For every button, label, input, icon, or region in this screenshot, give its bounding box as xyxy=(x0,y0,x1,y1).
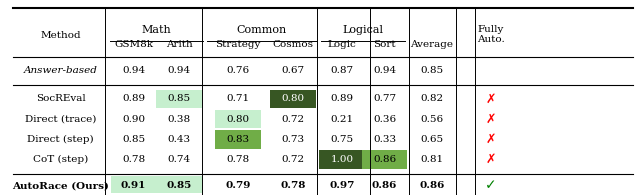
Text: 0.78: 0.78 xyxy=(122,155,145,164)
Text: 0.90: 0.90 xyxy=(122,115,145,124)
Text: ✗: ✗ xyxy=(486,92,496,105)
Text: Logic: Logic xyxy=(328,41,356,50)
Text: 0.72: 0.72 xyxy=(281,115,305,124)
Text: 0.78: 0.78 xyxy=(226,155,250,164)
Text: Average: Average xyxy=(410,41,453,50)
Bar xyxy=(270,90,316,108)
Bar xyxy=(156,90,202,108)
Text: 0.79: 0.79 xyxy=(225,181,250,190)
Text: 0.87: 0.87 xyxy=(330,66,354,75)
Bar xyxy=(111,176,156,195)
Text: 0.85: 0.85 xyxy=(166,181,191,190)
Text: GSM8k: GSM8k xyxy=(114,41,153,50)
Text: 0.86: 0.86 xyxy=(419,181,445,190)
Text: 0.21: 0.21 xyxy=(330,115,354,124)
Text: 1.00: 1.00 xyxy=(330,155,354,164)
Text: CoT (step): CoT (step) xyxy=(33,155,88,164)
Text: Direct (trace): Direct (trace) xyxy=(25,115,97,124)
Text: Method: Method xyxy=(40,31,81,40)
Text: 0.80: 0.80 xyxy=(281,94,305,103)
Text: Cosmos: Cosmos xyxy=(272,41,314,50)
Text: ✗: ✗ xyxy=(486,133,496,146)
Text: 0.89: 0.89 xyxy=(330,94,354,103)
Text: 0.85: 0.85 xyxy=(420,66,444,75)
Text: ✗: ✗ xyxy=(486,153,496,166)
Bar xyxy=(319,151,365,169)
Text: 0.85: 0.85 xyxy=(168,94,191,103)
Text: 0.67: 0.67 xyxy=(281,66,305,75)
Text: Common: Common xyxy=(237,25,287,35)
Text: ✗: ✗ xyxy=(486,113,496,126)
Text: 0.65: 0.65 xyxy=(420,135,444,144)
Text: 0.81: 0.81 xyxy=(420,155,444,164)
Text: Fully
Auto.: Fully Auto. xyxy=(477,25,504,44)
Text: 0.56: 0.56 xyxy=(420,115,444,124)
Text: 0.76: 0.76 xyxy=(226,66,250,75)
Text: 0.82: 0.82 xyxy=(420,94,444,103)
Bar xyxy=(362,151,407,169)
Text: 0.72: 0.72 xyxy=(281,155,305,164)
Text: Strategy: Strategy xyxy=(215,41,260,50)
Text: Answer-based: Answer-based xyxy=(24,66,98,75)
Text: ✓: ✓ xyxy=(485,179,497,193)
Text: AutoRace (Ours): AutoRace (Ours) xyxy=(12,181,109,190)
Text: 0.91: 0.91 xyxy=(121,181,146,190)
Text: 0.94: 0.94 xyxy=(168,66,191,75)
Text: 0.33: 0.33 xyxy=(373,135,396,144)
Text: 0.75: 0.75 xyxy=(330,135,354,144)
Bar xyxy=(156,176,202,195)
Text: 0.74: 0.74 xyxy=(168,155,191,164)
Text: Sort: Sort xyxy=(373,41,396,50)
Text: Arith: Arith xyxy=(166,41,193,50)
Bar xyxy=(215,130,260,149)
Text: 0.83: 0.83 xyxy=(226,135,250,144)
Bar xyxy=(215,110,260,128)
Text: Math: Math xyxy=(141,25,172,35)
Text: SocREval: SocREval xyxy=(36,94,86,103)
Text: Direct (step): Direct (step) xyxy=(28,135,94,144)
Text: 0.77: 0.77 xyxy=(373,94,396,103)
Text: 0.94: 0.94 xyxy=(122,66,145,75)
Text: 0.89: 0.89 xyxy=(122,94,145,103)
Text: Logical: Logical xyxy=(342,25,383,35)
Text: 0.43: 0.43 xyxy=(168,135,191,144)
Text: 0.80: 0.80 xyxy=(226,115,250,124)
Text: 0.97: 0.97 xyxy=(330,181,355,190)
Text: 0.86: 0.86 xyxy=(372,181,397,190)
Text: 0.86: 0.86 xyxy=(373,155,396,164)
Text: 0.36: 0.36 xyxy=(373,115,396,124)
Text: 0.85: 0.85 xyxy=(122,135,145,144)
Text: 0.78: 0.78 xyxy=(280,181,305,190)
Text: 0.73: 0.73 xyxy=(281,135,305,144)
Text: 0.94: 0.94 xyxy=(373,66,396,75)
Text: 0.71: 0.71 xyxy=(226,94,250,103)
Text: 0.38: 0.38 xyxy=(168,115,191,124)
